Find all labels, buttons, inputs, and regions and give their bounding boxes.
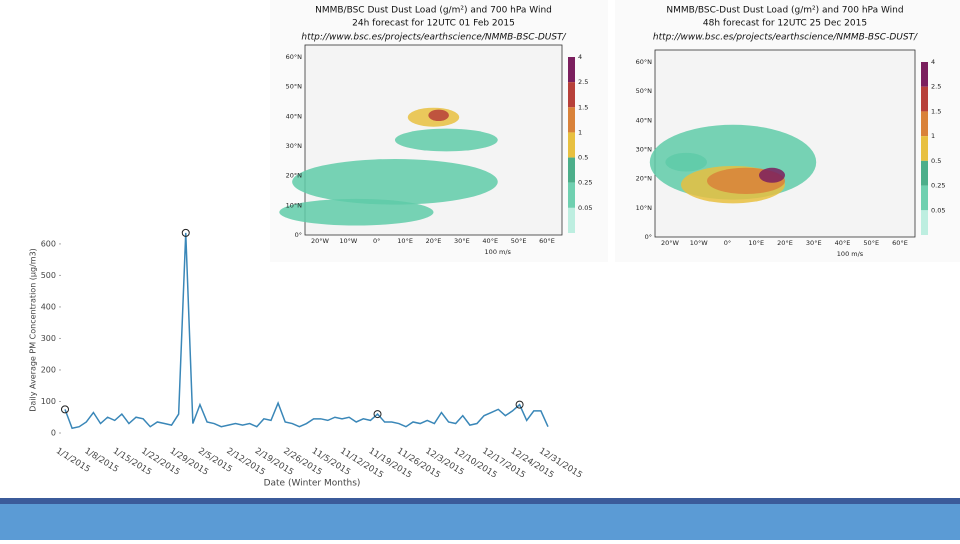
dust-field xyxy=(292,159,498,205)
colorbar-label: 0.25 xyxy=(578,179,592,187)
colorbar-label: 0.5 xyxy=(578,154,588,162)
map-subtitle: 48h forecast for 12UTC 25 Dec 2015 xyxy=(703,19,867,29)
colorbar-segment xyxy=(921,160,928,186)
colorbar-label: 2.5 xyxy=(931,83,941,91)
map-lon-label: 20°W xyxy=(311,237,330,245)
map-lon-label: 20°E xyxy=(777,239,793,247)
colorbar-segment xyxy=(921,86,928,112)
map-subtitle: 24h forecast for 12UTC 01 Feb 2015 xyxy=(352,19,515,29)
map-lon-label: 40°E xyxy=(482,237,498,245)
map-lat-label: 10°N xyxy=(286,201,303,209)
x-axis-title: Date (Winter Months) xyxy=(264,479,361,489)
colorbar-segment xyxy=(568,207,575,233)
y-tick-label: 500 xyxy=(41,271,56,280)
map-title: NMMB/BSC Dust Dust Load (g/m²) and 700 h… xyxy=(315,6,552,16)
map-url: http://www.bsc.es/projects/earthscience/… xyxy=(301,33,566,43)
colorbar-label: 0.05 xyxy=(931,206,945,214)
map-url: http://www.bsc.es/projects/earthscience/… xyxy=(653,33,918,43)
colorbar-label: 1.5 xyxy=(578,103,588,111)
y-tick-label: 600 xyxy=(41,239,56,248)
map-lon-label: 40°E xyxy=(835,239,851,247)
map-lat-label: 30°N xyxy=(636,146,653,154)
map-lon-label: 20°E xyxy=(426,237,442,245)
wind-scale: 100 m/s xyxy=(485,248,512,256)
colorbar-label: 4 xyxy=(931,58,935,66)
highlight-marker xyxy=(515,400,524,409)
colorbar-segment xyxy=(568,57,575,83)
map-lon-label: 0° xyxy=(373,237,380,245)
y-axis-title: Daily Average PM Concentration (µg/m3) xyxy=(29,248,38,412)
dust-field xyxy=(279,198,434,226)
colorbar-label: 1 xyxy=(578,128,582,136)
y-tick-label: 0 xyxy=(51,428,56,437)
map-lat-label: 50°N xyxy=(636,87,653,95)
map-lat-label: 20°N xyxy=(636,175,653,183)
dust-field xyxy=(759,167,785,183)
map-lat-label: 0° xyxy=(295,231,302,239)
map-title: NMMB/BSC-Dust Dust Load (g/m²) and 700 h… xyxy=(666,6,903,16)
map-lat-label: 0° xyxy=(645,233,652,241)
colorbar-segment xyxy=(568,182,575,208)
map-lon-label: 50°E xyxy=(863,239,879,247)
map-lon-label: 30°E xyxy=(454,237,470,245)
colorbar-segment xyxy=(568,157,575,183)
colorbar-label: 1.5 xyxy=(931,107,941,115)
colorbar-label: 1 xyxy=(931,132,935,140)
map-lon-label: 60°E xyxy=(892,239,908,247)
colorbar-segment xyxy=(921,111,928,137)
y-tick-label: 300 xyxy=(41,334,56,343)
y-tick-label: 200 xyxy=(41,365,56,374)
map-lat-label: 10°N xyxy=(636,204,653,212)
y-tick-label: 100 xyxy=(41,397,56,406)
dust-field xyxy=(428,109,449,122)
map-lon-label: 10°W xyxy=(690,239,709,247)
colorbar-segment xyxy=(921,210,928,235)
colorbar-segment xyxy=(921,62,928,87)
map-lon-label: 50°E xyxy=(511,237,527,245)
highlight-marker xyxy=(181,228,190,237)
dust-field xyxy=(394,128,498,152)
map-lon-label: 10°W xyxy=(339,237,358,245)
map-lat-label: 60°N xyxy=(636,58,653,66)
colorbar-segment xyxy=(568,107,575,133)
colorbar-label: 0.25 xyxy=(931,182,945,190)
dust-field xyxy=(665,152,707,172)
map-lon-label: 60°E xyxy=(539,237,555,245)
map-lon-label: 0° xyxy=(724,239,731,247)
highlight-marker xyxy=(61,405,69,414)
colorbar-segment xyxy=(921,136,928,161)
wind-scale: 100 m/s xyxy=(837,250,864,258)
colorbar-label: 2.5 xyxy=(578,78,588,86)
map-lat-label: 60°N xyxy=(286,53,303,61)
footer-line xyxy=(0,498,960,504)
colorbar-label: 4 xyxy=(578,53,582,61)
colorbar-segment xyxy=(921,185,928,211)
colorbar-segment xyxy=(568,132,575,158)
map-lon-label: 30°E xyxy=(806,239,822,247)
highlight-marker xyxy=(373,410,382,419)
map-lat-label: 50°N xyxy=(286,83,303,91)
map-lon-label: 10°E xyxy=(397,237,413,245)
map-lat-label: 20°N xyxy=(286,172,303,180)
colorbar-label: 0.05 xyxy=(578,204,592,212)
data-line xyxy=(64,232,549,430)
y-tick-label: 400 xyxy=(41,302,56,311)
map-lat-label: 40°N xyxy=(636,116,653,124)
footer-band xyxy=(0,504,960,540)
map-lon-label: 10°E xyxy=(748,239,764,247)
colorbar-segment xyxy=(568,82,575,108)
map-lat-label: 40°N xyxy=(286,112,303,120)
map-lat-label: 30°N xyxy=(286,142,303,150)
colorbar-label: 0.5 xyxy=(931,157,941,165)
map-lon-label: 20°W xyxy=(661,239,680,247)
